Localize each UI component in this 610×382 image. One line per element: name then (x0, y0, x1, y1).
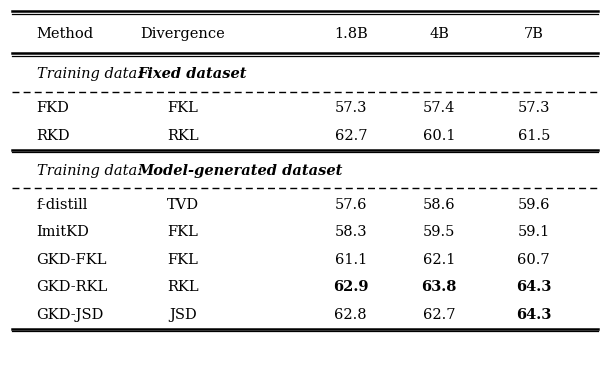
Text: f-distill: f-distill (37, 198, 88, 212)
Text: ImitKD: ImitKD (37, 225, 90, 239)
Text: 63.8: 63.8 (422, 280, 457, 294)
Text: Model-generated dataset: Model-generated dataset (137, 164, 343, 178)
Text: RKL: RKL (167, 280, 199, 294)
Text: FKL: FKL (168, 253, 198, 267)
Text: Training data:: Training data: (37, 68, 146, 81)
Text: FKL: FKL (168, 225, 198, 239)
Text: 57.3: 57.3 (517, 102, 550, 115)
Text: FKL: FKL (168, 102, 198, 115)
Text: 64.3: 64.3 (516, 308, 551, 322)
Text: 57.6: 57.6 (334, 198, 367, 212)
Text: GKD-JSD: GKD-JSD (37, 308, 104, 322)
Text: 1.8B: 1.8B (334, 28, 368, 41)
Text: 62.8: 62.8 (334, 308, 367, 322)
Text: 64.3: 64.3 (516, 280, 551, 294)
Text: 4B: 4B (429, 28, 449, 41)
Text: 62.7: 62.7 (334, 129, 367, 143)
Text: 60.1: 60.1 (423, 129, 456, 143)
Text: 58.3: 58.3 (334, 225, 367, 239)
Text: 59.5: 59.5 (423, 225, 456, 239)
Text: 57.3: 57.3 (334, 102, 367, 115)
Text: TVD: TVD (167, 198, 199, 212)
Text: RKD: RKD (37, 129, 70, 143)
Text: 59.6: 59.6 (517, 198, 550, 212)
Text: 58.6: 58.6 (423, 198, 456, 212)
Text: 60.7: 60.7 (517, 253, 550, 267)
Text: Training data:: Training data: (37, 164, 146, 178)
Text: FKD: FKD (37, 102, 70, 115)
Text: Fixed dataset: Fixed dataset (137, 68, 247, 81)
Text: JSD: JSD (169, 308, 197, 322)
Text: RKL: RKL (167, 129, 199, 143)
Text: 62.7: 62.7 (423, 308, 456, 322)
Text: 61.5: 61.5 (517, 129, 550, 143)
Text: GKD-FKL: GKD-FKL (37, 253, 107, 267)
Text: 61.1: 61.1 (335, 253, 367, 267)
Text: 62.9: 62.9 (333, 280, 368, 294)
Text: 57.4: 57.4 (423, 102, 456, 115)
Text: 7B: 7B (524, 28, 544, 41)
Text: 62.1: 62.1 (423, 253, 456, 267)
Text: GKD-RKL: GKD-RKL (37, 280, 108, 294)
Text: Divergence: Divergence (141, 28, 225, 41)
Text: 59.1: 59.1 (518, 225, 550, 239)
Text: Method: Method (37, 28, 94, 41)
